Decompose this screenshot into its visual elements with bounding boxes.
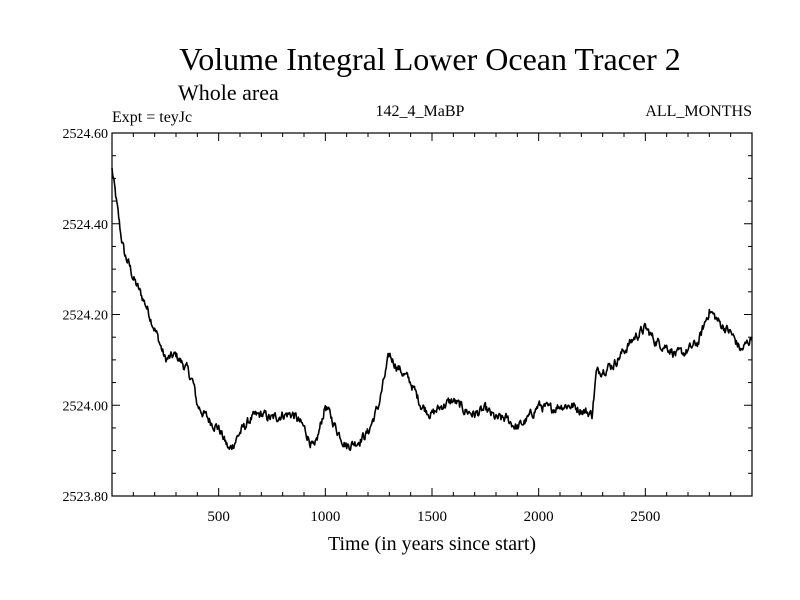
x-tick-label: 1000 [310,509,340,525]
series-layer [111,167,753,451]
x-tick-label: 2500 [630,509,660,525]
y-tick-label: 2523.80 [63,490,109,505]
x-axis-label: Time (in years since start) [328,533,536,555]
y-axis-ticks: 2523.80 2524.00 2524.20 2524.40 2524.60 [63,127,752,505]
center-label: 142_4_MaBP [376,103,465,120]
x-tick-label: 2000 [524,509,554,525]
chart-title: Volume Integral Lower Ocean Tracer 2 [179,41,680,77]
chart-subtitle: Whole area [178,80,279,105]
y-tick-label: 2524.40 [63,218,109,233]
x-tick-label: 1500 [417,509,447,525]
x-axis-ticks: 500 1000 1500 2000 2500 [132,133,732,525]
experiment-label: Expt = teyJc [112,109,192,126]
series-line [111,167,753,451]
plot-frame [111,132,753,497]
y-tick-label: 2524.00 [63,399,109,414]
x-tick-label: 500 [207,509,230,525]
y-tick-label: 2524.60 [63,127,109,142]
y-tick-label: 2524.20 [63,309,109,324]
right-label: ALL_MONTHS [645,103,752,120]
